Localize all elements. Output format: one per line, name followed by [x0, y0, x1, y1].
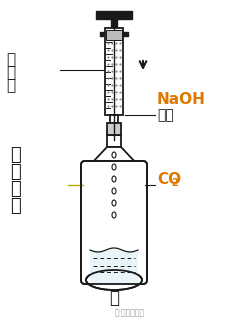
- Bar: [107, 135, 121, 147]
- FancyBboxPatch shape: [81, 161, 147, 284]
- Polygon shape: [90, 250, 138, 285]
- Text: 注: 注: [6, 53, 15, 68]
- Text: 料: 料: [10, 180, 21, 198]
- Ellipse shape: [86, 270, 142, 290]
- Text: CO: CO: [157, 172, 181, 187]
- Text: NaOH: NaOH: [157, 92, 206, 108]
- Text: 号·文学与化学: 号·文学与化学: [115, 308, 145, 318]
- Bar: [107, 123, 121, 135]
- Text: 软: 软: [10, 146, 21, 164]
- Ellipse shape: [112, 200, 116, 206]
- Text: 溶液: 溶液: [157, 108, 174, 122]
- Bar: [106, 30, 122, 40]
- Text: 射: 射: [6, 66, 15, 80]
- Text: 甲: 甲: [109, 289, 119, 307]
- Polygon shape: [90, 147, 138, 165]
- Text: 2: 2: [171, 178, 178, 188]
- Ellipse shape: [112, 212, 116, 218]
- Bar: [110, 115, 118, 123]
- Text: 瓶: 瓶: [10, 197, 21, 215]
- Text: 塑: 塑: [10, 163, 21, 181]
- Text: 器: 器: [6, 78, 15, 93]
- Ellipse shape: [112, 164, 116, 170]
- Bar: [105, 28, 123, 115]
- Ellipse shape: [112, 152, 116, 158]
- Ellipse shape: [112, 176, 116, 182]
- Ellipse shape: [112, 188, 116, 194]
